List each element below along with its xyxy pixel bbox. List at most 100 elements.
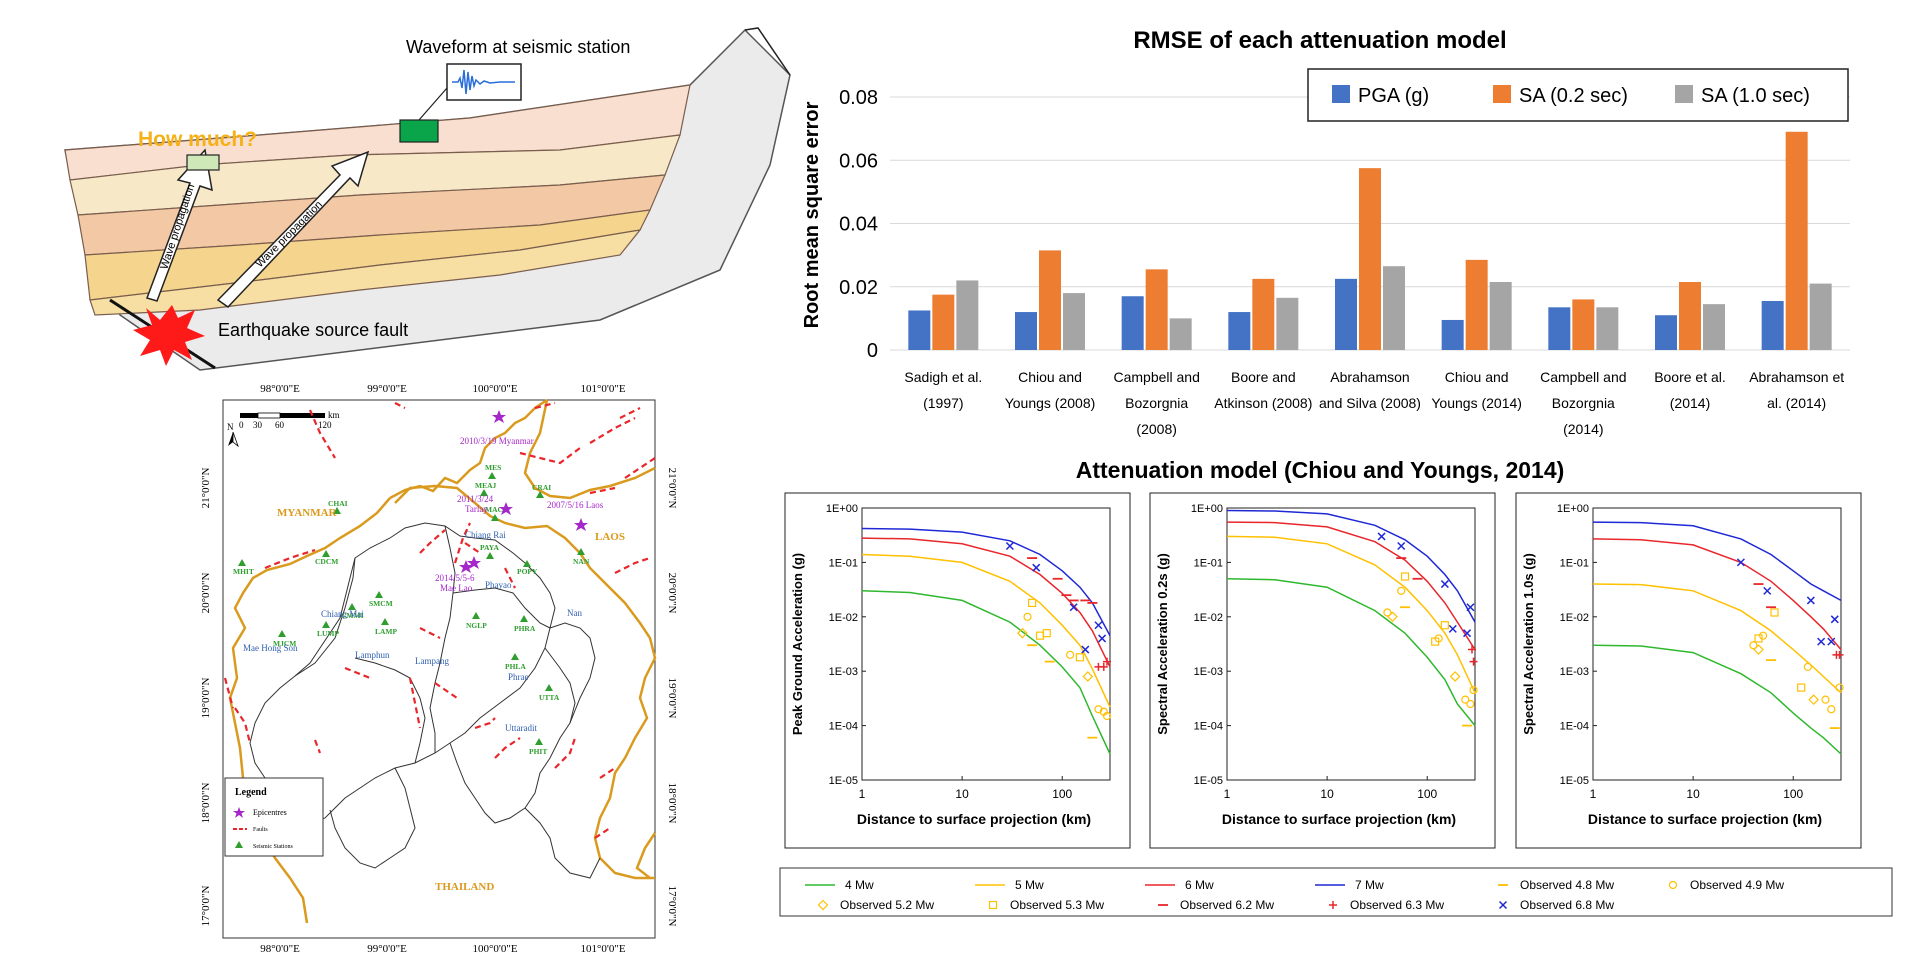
x-category-label: Campbell and	[1540, 369, 1626, 385]
observed-marker	[1082, 671, 1094, 682]
province-label: Nan	[567, 608, 582, 618]
lat-tick: 21°0'0"N	[666, 468, 678, 509]
observed-marker	[1066, 650, 1075, 659]
y-tick-label: 0.04	[839, 214, 878, 236]
y-tick-label: 1E+00	[1191, 503, 1223, 515]
legend-label: SA (1.0 sec)	[1701, 85, 1810, 107]
attenuation-subplot: 1E+00 1E-01 1E-02 1E-03 1E-04 1E-051 10 100 Spec…	[1149, 492, 1496, 849]
model-curve	[861, 590, 1111, 755]
attenuation-plots: Attenuation model (Chiou and Youngs, 201…	[779, 457, 1893, 917]
x-axis-label: Distance to surface projection (km)	[1588, 811, 1822, 827]
bar	[1572, 299, 1595, 350]
observed-marker	[1469, 657, 1478, 666]
station-label: LAMP	[375, 627, 397, 636]
epicentre-legend-icon	[233, 807, 245, 818]
observed-marker	[1377, 532, 1386, 541]
x-category-label: Boore et al.	[1654, 369, 1726, 385]
lon-tick: 99°0'0"E	[367, 383, 407, 395]
bar	[1039, 250, 1061, 350]
bar	[1015, 312, 1037, 350]
study-area-map: 98°0'0"E 99°0'0"E 100°0'0"E 101°0'0"E 98…	[200, 383, 678, 955]
station-label: Waveform at seismic station	[406, 37, 630, 57]
province-label: Chiang Mai	[321, 609, 364, 619]
y-tick-label: 0.02	[839, 277, 878, 299]
attenuation-subplot: 1E+00 1E-01 1E-02 1E-03 1E-04 1E-051 10 100 Peak…	[784, 492, 1131, 849]
map-panel: 98°0'0"E 99°0'0"E 100°0'0"E 101°0'0"E 98…	[195, 378, 685, 960]
x-category-label: al. (2014)	[1767, 395, 1826, 411]
y-tick-label: 1E-03	[1560, 666, 1589, 678]
lon-tick: 101°0'0"E	[580, 383, 625, 395]
observed-marker	[1094, 621, 1103, 630]
x-tick-label: 1	[1224, 787, 1231, 801]
observed-marker	[1042, 629, 1051, 638]
lon-tick: 100°0'0"E	[472, 943, 517, 955]
x-tick-label: 10	[955, 787, 969, 801]
lon-tick: 98°0'0"E	[260, 383, 300, 395]
observed-marker	[1469, 685, 1478, 695]
country-border	[523, 399, 656, 500]
legend-swatch-pga	[1332, 85, 1350, 103]
observed-marker	[1017, 627, 1028, 639]
legend-label: Observed 6.2 Mw	[1180, 898, 1274, 912]
country-border	[635, 832, 657, 879]
observed-marker	[1440, 621, 1449, 630]
station-label: PAYA	[480, 543, 499, 552]
fault-lines	[223, 401, 656, 839]
bar	[1359, 168, 1381, 350]
observed-marker	[1817, 637, 1826, 646]
y-tick-label: 1E-05	[829, 775, 858, 787]
scale-tick: 60	[275, 420, 285, 430]
station-label: CRAI	[532, 483, 551, 492]
y-axis-label: Root mean square error	[801, 101, 823, 328]
observed-marker	[1466, 603, 1475, 612]
event-labels: 2010/3/19 Myanmar 2011/3/24 Tarlay 2007/…	[435, 436, 604, 593]
observed-marker	[1830, 615, 1839, 624]
province-border	[429, 525, 456, 753]
bar	[1383, 266, 1405, 350]
y-tick-label: 1E-02	[1194, 612, 1223, 624]
legend-label: Observed 6.8 Mw	[1520, 898, 1614, 912]
bar	[1761, 300, 1784, 350]
bar	[1063, 293, 1085, 350]
how-much-label: How much?	[138, 128, 257, 151]
observed-marker	[1400, 572, 1410, 581]
y-tick-label: 1E-01	[1194, 557, 1223, 569]
x-category-label: Bozorgnia	[1552, 395, 1615, 411]
observed-marker	[1466, 699, 1475, 709]
site-box	[186, 154, 220, 171]
model-curve	[1226, 578, 1476, 727]
observed-marker	[1103, 657, 1111, 666]
lon-tick: 100°0'0"E	[472, 383, 517, 395]
lat-tick: 17°0'0"N	[666, 886, 678, 927]
station-label: NAN	[573, 557, 590, 566]
model-curve	[1592, 583, 1842, 694]
chart-legend: PGA (g) SA (0.2 sec) SA (1.0 sec)	[1307, 68, 1849, 122]
legend-label: 6 Mw	[1185, 878, 1214, 892]
event-label: 2014/5/5-6	[435, 573, 475, 583]
attenuation-panel: Attenuation model (Chiou and Youngs, 201…	[775, 448, 1920, 960]
x-category-label: (2014)	[1670, 395, 1710, 411]
x-category-label: Bozorgnia	[1125, 395, 1188, 411]
observed-marker	[1835, 650, 1844, 659]
x-category-label: Abrahamson et	[1749, 369, 1844, 385]
x-tick-label: 1	[1590, 787, 1597, 801]
map-legend-item: Epicentres	[253, 808, 287, 817]
station-label: MACR	[485, 505, 509, 514]
y-tick-label: 1E-04	[829, 721, 858, 733]
legend-label: 7 Mw	[1355, 878, 1384, 892]
country-label: LAOS	[595, 531, 625, 543]
observed-marker	[1803, 662, 1812, 671]
bar	[956, 280, 979, 350]
station-label: NGLP	[466, 621, 487, 630]
observed-marker	[1461, 695, 1470, 704]
observed-marker	[1806, 596, 1815, 605]
model-curve	[861, 527, 1111, 637]
bar	[1655, 315, 1677, 350]
y-tick-label: 1E+00	[1557, 503, 1589, 515]
model-curve	[1226, 509, 1476, 623]
legend-label: Observed 6.3 Mw	[1350, 898, 1444, 912]
station-label: LUMP	[317, 629, 339, 638]
station-label: MHIT	[233, 567, 254, 576]
y-tick-label: 1E-03	[829, 666, 858, 678]
observed-marker	[1758, 631, 1768, 640]
